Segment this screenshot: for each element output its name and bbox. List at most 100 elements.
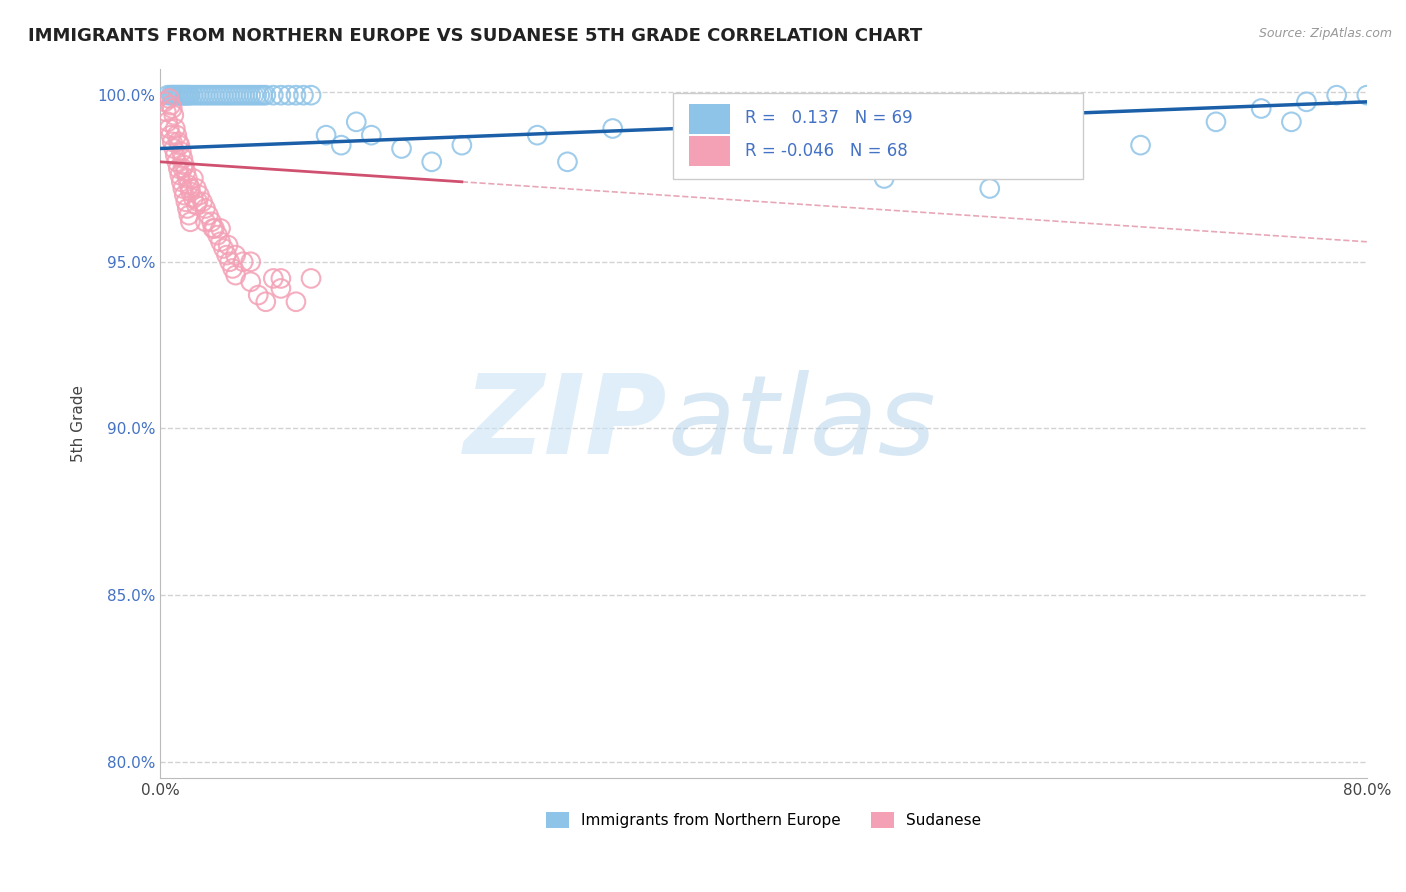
- Point: [228, 88, 250, 103]
- Point: [246, 88, 269, 103]
- FancyBboxPatch shape: [689, 136, 730, 166]
- Point: [172, 152, 194, 166]
- Point: [602, 121, 624, 136]
- Point: [254, 88, 277, 103]
- Point: [197, 88, 219, 103]
- Point: [159, 128, 181, 143]
- Point: [172, 88, 194, 103]
- Point: [157, 121, 180, 136]
- Point: [315, 128, 337, 143]
- Point: [174, 88, 197, 103]
- Point: [236, 88, 259, 103]
- Point: [165, 121, 187, 136]
- Point: [159, 88, 181, 103]
- Point: [232, 254, 254, 268]
- Point: [215, 88, 238, 103]
- Point: [212, 242, 235, 256]
- Point: [262, 271, 284, 285]
- Point: [1129, 138, 1152, 153]
- Point: [179, 185, 201, 199]
- Point: [163, 141, 186, 155]
- Point: [1295, 95, 1317, 109]
- Point: [225, 88, 247, 103]
- Point: [231, 88, 253, 103]
- Point: [162, 135, 184, 149]
- Point: [177, 88, 200, 103]
- Point: [200, 88, 222, 103]
- Point: [221, 88, 243, 103]
- Point: [209, 221, 232, 235]
- Point: [217, 238, 239, 252]
- Point: [188, 88, 211, 103]
- Point: [179, 88, 201, 103]
- Point: [526, 128, 548, 143]
- Point: [360, 128, 382, 143]
- Point: [176, 171, 198, 186]
- Point: [170, 145, 193, 159]
- Point: [179, 181, 201, 195]
- Point: [218, 254, 240, 268]
- Point: [207, 88, 229, 103]
- Point: [903, 138, 925, 153]
- Point: [187, 194, 209, 209]
- Point: [191, 88, 214, 103]
- Point: [391, 141, 413, 155]
- Point: [162, 88, 184, 103]
- Point: [330, 138, 353, 153]
- Point: [873, 171, 896, 186]
- Point: [186, 88, 208, 103]
- Point: [239, 254, 262, 268]
- Text: R = -0.046   N = 68: R = -0.046 N = 68: [745, 142, 908, 160]
- Point: [299, 88, 322, 103]
- Point: [221, 261, 243, 276]
- Point: [233, 88, 256, 103]
- Point: [170, 175, 193, 189]
- Point: [186, 198, 208, 212]
- Point: [201, 221, 224, 235]
- Point: [155, 104, 177, 119]
- Point: [163, 88, 186, 103]
- Point: [218, 88, 240, 103]
- Point: [752, 128, 775, 143]
- Point: [172, 181, 194, 195]
- Point: [173, 158, 195, 172]
- Point: [170, 88, 193, 103]
- Point: [284, 88, 307, 103]
- Point: [1326, 88, 1348, 103]
- FancyBboxPatch shape: [673, 94, 1083, 178]
- Point: [1279, 115, 1302, 129]
- Point: [167, 161, 190, 176]
- Point: [183, 88, 205, 103]
- Text: ZIP: ZIP: [464, 370, 666, 477]
- Point: [225, 268, 247, 282]
- Point: [165, 148, 187, 162]
- Point: [254, 294, 277, 309]
- Point: [163, 108, 186, 122]
- Point: [159, 98, 181, 112]
- Text: R =   0.137   N = 69: R = 0.137 N = 69: [745, 109, 912, 128]
- Point: [270, 281, 292, 295]
- Point: [188, 188, 211, 202]
- Text: Source: ZipAtlas.com: Source: ZipAtlas.com: [1258, 27, 1392, 40]
- Point: [835, 325, 858, 339]
- Point: [167, 88, 190, 103]
- Point: [197, 208, 219, 222]
- Point: [450, 138, 472, 153]
- Point: [169, 168, 191, 182]
- Point: [1205, 115, 1227, 129]
- Point: [225, 248, 247, 262]
- Point: [200, 215, 222, 229]
- Point: [183, 171, 205, 186]
- Point: [676, 135, 699, 149]
- Point: [169, 88, 191, 103]
- Point: [183, 191, 205, 205]
- Point: [979, 181, 1001, 195]
- Point: [1355, 88, 1378, 103]
- Text: atlas: atlas: [666, 370, 935, 477]
- Point: [209, 88, 232, 103]
- Point: [209, 235, 232, 249]
- Y-axis label: 5th Grade: 5th Grade: [72, 384, 86, 462]
- Point: [153, 95, 176, 109]
- Point: [173, 88, 195, 103]
- FancyBboxPatch shape: [689, 104, 730, 134]
